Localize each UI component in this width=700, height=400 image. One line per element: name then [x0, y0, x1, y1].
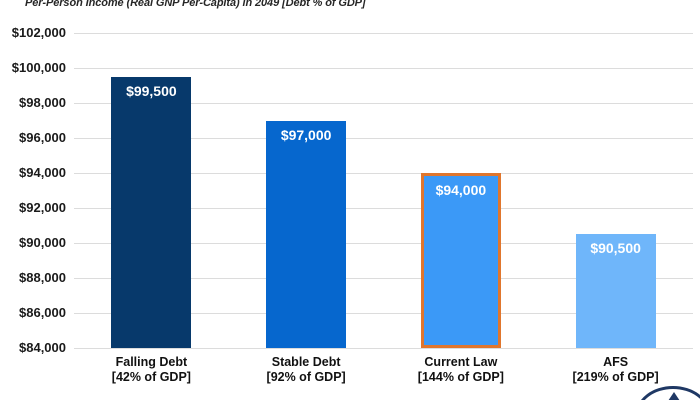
x-axis-category-label: Stable Debt [92% of GDP] — [226, 355, 386, 385]
gridline — [74, 312, 693, 314]
bar-value-label: $99,500 — [126, 82, 177, 99]
y-axis-tick-label: $96,000 — [19, 130, 66, 145]
bar-current-law: $94,000 — [420, 173, 501, 348]
category-name: Current Law — [424, 355, 498, 369]
category-sublabel: [42% of GDP] — [111, 370, 191, 384]
bar-value-label: $97,000 — [280, 126, 332, 143]
y-axis-tick-label: $92,000 — [19, 200, 66, 215]
y-axis-tick-label: $100,000 — [11, 60, 66, 75]
x-axis-category-label: Falling Debt [42% of GDP] — [71, 355, 231, 385]
y-axis-tick-label: $102,000 — [11, 25, 66, 40]
gridline — [74, 172, 693, 174]
gridline — [74, 347, 693, 349]
y-axis-tick-label: $84,000 — [19, 340, 66, 355]
y-axis-tick-label: $88,000 — [19, 270, 66, 285]
y-axis-tick-label: $90,000 — [19, 235, 66, 250]
x-axis-category-label: AFS [219% of GDP] — [536, 355, 696, 385]
bar-stable-debt: $97,000 — [266, 120, 347, 348]
chart-title: Per-Person Income (Real GNP Per-Capita) … — [25, 0, 366, 9]
bar-afs: $90,500 — [575, 234, 656, 348]
bar-value-label: $90,500 — [590, 240, 641, 257]
category-sublabel: [144% of GDP] — [417, 370, 504, 384]
gridline — [74, 102, 693, 104]
gridline — [74, 207, 693, 209]
gridline — [74, 32, 693, 34]
gridline — [74, 242, 693, 244]
y-axis-tick-label: $98,000 — [19, 95, 66, 110]
gridline — [74, 67, 693, 69]
y-axis-tick-label: $94,000 — [19, 165, 66, 180]
category-name: Falling Debt — [115, 355, 188, 369]
bar-value-label: $94,000 — [435, 182, 487, 198]
gridline — [74, 277, 693, 279]
bar-falling-debt: $99,500 — [111, 76, 192, 348]
category-sublabel: [92% of GDP] — [266, 370, 346, 384]
gridline — [74, 137, 693, 139]
y-axis-tick-label: $86,000 — [19, 305, 66, 320]
category-name: Stable Debt — [271, 355, 341, 369]
category-sublabel: [219% of GDP] — [572, 370, 659, 384]
x-axis-category-label: Current Law [144% of GDP] — [381, 355, 541, 385]
logo-emblem-icon — [668, 392, 680, 400]
category-name: AFS — [603, 355, 629, 369]
